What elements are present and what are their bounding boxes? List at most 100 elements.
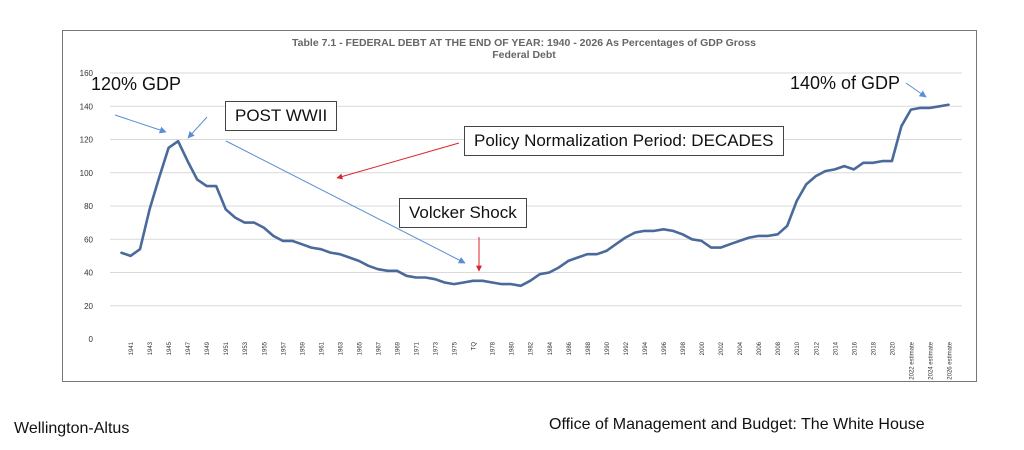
x-tick-label: 1990 <box>605 341 611 355</box>
data-point <box>843 165 846 168</box>
data-point <box>167 146 170 149</box>
data-point <box>624 236 627 239</box>
x-tick-label: 1945 <box>167 341 173 355</box>
y-tick-label: 0 <box>89 335 94 344</box>
data-point <box>453 283 455 285</box>
y-tick-label: 60 <box>84 235 93 244</box>
series-debt-pct-gdp <box>120 103 950 288</box>
data-point <box>538 273 541 276</box>
x-axis: 1941 1943 1945 1947 1949 1951 1953 1955 1957 1959… <box>129 341 953 379</box>
data-point <box>510 283 513 285</box>
series-line <box>120 103 950 288</box>
data-point <box>462 281 465 284</box>
data-point <box>129 255 132 257</box>
x-tick-label: 1980 <box>510 341 516 355</box>
data-point <box>377 268 379 271</box>
x-tick-label: 1986 <box>567 341 573 355</box>
x-tick-label: 2000 <box>700 341 706 355</box>
y-tick-label: 40 <box>84 269 93 278</box>
data-point <box>500 283 503 285</box>
data-point <box>215 185 218 188</box>
data-point <box>177 140 179 143</box>
data-point <box>300 243 303 246</box>
data-point <box>767 235 770 237</box>
data-point <box>672 230 674 232</box>
data-point <box>386 269 389 272</box>
x-tick-label: TQ <box>472 342 478 351</box>
data-point <box>805 183 808 186</box>
data-point <box>262 226 265 229</box>
annotation-arrows <box>114 82 927 272</box>
y-tick-label: 20 <box>84 302 93 311</box>
x-tick-label: 1943 <box>148 341 154 355</box>
data-point <box>891 160 893 163</box>
y-tick-label: 160 <box>80 69 94 78</box>
data-point <box>139 248 141 251</box>
data-point <box>700 240 703 242</box>
data-point <box>776 233 779 236</box>
data-point <box>148 208 151 211</box>
x-tick-label: 1992 <box>624 341 630 355</box>
data-point <box>824 170 827 173</box>
x-tick-label: 1965 <box>357 341 363 355</box>
y-tick-label: 120 <box>80 136 94 145</box>
x-tick-label: 1947 <box>186 341 192 355</box>
x-tick-label: 1988 <box>586 341 592 355</box>
data-point <box>881 160 884 163</box>
data-point <box>872 161 874 164</box>
data-point <box>205 185 208 188</box>
chart-frame: Table 7.1 - FEDERAL DEBT AT THE END OF Y… <box>62 30 977 382</box>
data-point <box>938 105 941 108</box>
arrow-post-wwii <box>187 116 208 139</box>
data-point <box>120 251 122 254</box>
data-point <box>358 260 360 262</box>
data-point <box>310 246 313 249</box>
data-point <box>491 281 494 284</box>
data-point <box>862 161 865 164</box>
annotation-volcker-shock: Volcker Shock <box>399 198 527 228</box>
data-point <box>281 240 284 242</box>
x-tick-label: 2004 <box>738 341 744 355</box>
data-point <box>833 168 836 171</box>
data-point <box>320 248 322 251</box>
data-point <box>158 176 160 179</box>
data-point <box>567 260 570 262</box>
x-tick-label: 2006 <box>757 341 763 355</box>
x-tick-label: 1969 <box>396 341 402 355</box>
y-tick-label: 80 <box>84 202 93 211</box>
data-point <box>339 253 341 256</box>
data-point <box>748 236 750 239</box>
footer-source-left: Wellington-Altus <box>14 420 130 437</box>
data-point <box>472 279 474 282</box>
x-tick-label: 1961 <box>319 341 325 355</box>
x-tick-label: 2012 <box>814 341 820 355</box>
x-tick-label: 1957 <box>281 341 287 355</box>
x-tick-label: 1982 <box>529 341 535 355</box>
data-point <box>405 274 408 277</box>
x-tick-label: 1949 <box>205 341 211 355</box>
y-tick-label: 100 <box>80 169 94 178</box>
data-point <box>186 160 189 163</box>
arrow-to-volcker-low <box>225 140 466 264</box>
data-point <box>634 231 636 234</box>
data-point <box>691 238 693 241</box>
arrow-120-gdp <box>114 114 167 134</box>
y-tick-label: 140 <box>80 102 94 111</box>
data-point <box>786 225 789 227</box>
x-tick-label: 2026 estimate <box>948 341 954 379</box>
x-tick-label: 1959 <box>300 341 306 355</box>
x-tick-label: 2014 <box>833 341 839 355</box>
data-point <box>596 253 598 256</box>
data-point <box>234 216 237 219</box>
data-point <box>291 240 294 242</box>
data-point <box>757 235 760 237</box>
x-tick-label: 1955 <box>262 341 268 355</box>
x-tick-label: 1998 <box>681 341 687 355</box>
data-point <box>738 240 741 242</box>
x-tick-label: 2002 <box>719 341 725 355</box>
data-point <box>224 208 227 211</box>
data-point <box>519 284 522 287</box>
data-point <box>557 266 560 269</box>
data-point <box>795 200 798 202</box>
x-tick-label: 2024 estimate <box>928 341 934 379</box>
